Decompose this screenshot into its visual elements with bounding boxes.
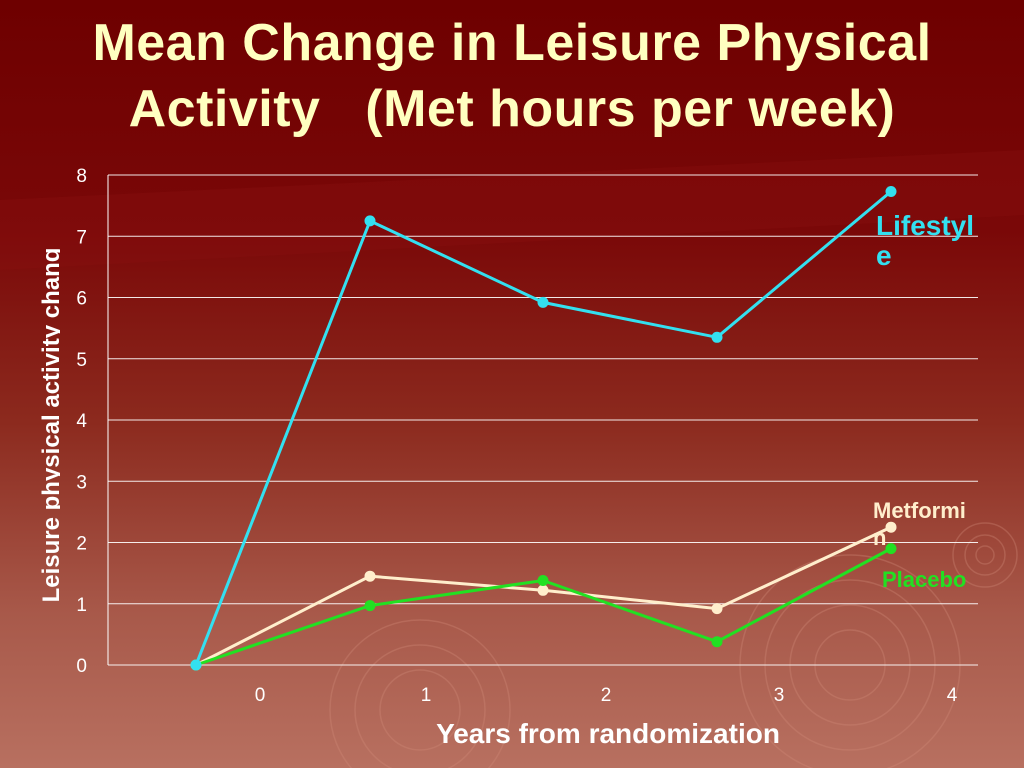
data-point-lifestyle-2 <box>537 296 549 308</box>
data-point-placebo-1 <box>364 600 376 612</box>
data-point-placebo-2 <box>537 575 549 586</box>
data-point-metformin-3 <box>711 603 723 615</box>
data-point-metformin-4 <box>885 521 897 533</box>
y-tick-label-6: 6 <box>76 289 87 310</box>
series-label-lifestyle: Lifestyl <box>876 210 974 241</box>
data-point-lifestyle-4 <box>885 186 897 197</box>
y-tick-label-7: 7 <box>76 227 87 248</box>
data-point-metformin-1 <box>364 570 376 582</box>
data-point-placebo-3 <box>711 636 723 648</box>
series-label-placebo: Placebo <box>882 567 966 592</box>
y-tick-label-0: 0 <box>76 656 87 677</box>
series-label-metformin: Metformi <box>873 498 966 523</box>
x-tick-label-2: 2 <box>601 685 612 706</box>
y-tick-label-3: 3 <box>76 472 87 493</box>
gridlines <box>107 174 978 666</box>
series-label-lifestyle-cont: e <box>876 240 892 271</box>
x-tick-label-3: 3 <box>774 685 785 706</box>
y-tick-label-4: 4 <box>76 411 87 432</box>
y-tick-label-8: 8 <box>76 166 87 187</box>
data-point-lifestyle-0 <box>190 659 202 671</box>
title-line-1: Mean Change in Leisure Physical <box>92 14 932 72</box>
x-tick-label-1: 1 <box>421 685 432 706</box>
series-line-placebo <box>195 547 892 667</box>
data-point-lifestyle-1 <box>364 215 376 227</box>
slide-title: Mean Change in Leisure Physical Activity… <box>20 10 1004 142</box>
x-tick-labels: 0 1 2 3 4 <box>255 685 958 706</box>
y-tick-label-1: 1 <box>76 595 87 616</box>
x-tick-label-0: 0 <box>255 685 266 706</box>
y-tick-label-5: 5 <box>76 350 87 371</box>
data-point-lifestyle-3 <box>711 331 723 343</box>
x-axis-label: Years from randomization <box>436 718 780 749</box>
data-point-placebo-4 <box>885 543 897 555</box>
title-line-2: Activity (Met hours per week) <box>128 80 896 138</box>
y-tick-labels: 0 1 2 3 4 5 6 7 8 <box>76 166 87 677</box>
data-point-metformin-2 <box>537 584 549 596</box>
series-label-metformin-cont: n <box>873 525 886 550</box>
x-tick-label-4: 4 <box>947 685 958 706</box>
series-line-metformin <box>195 525 892 667</box>
y-tick-label-2: 2 <box>76 534 87 555</box>
series-lines <box>190 186 897 671</box>
